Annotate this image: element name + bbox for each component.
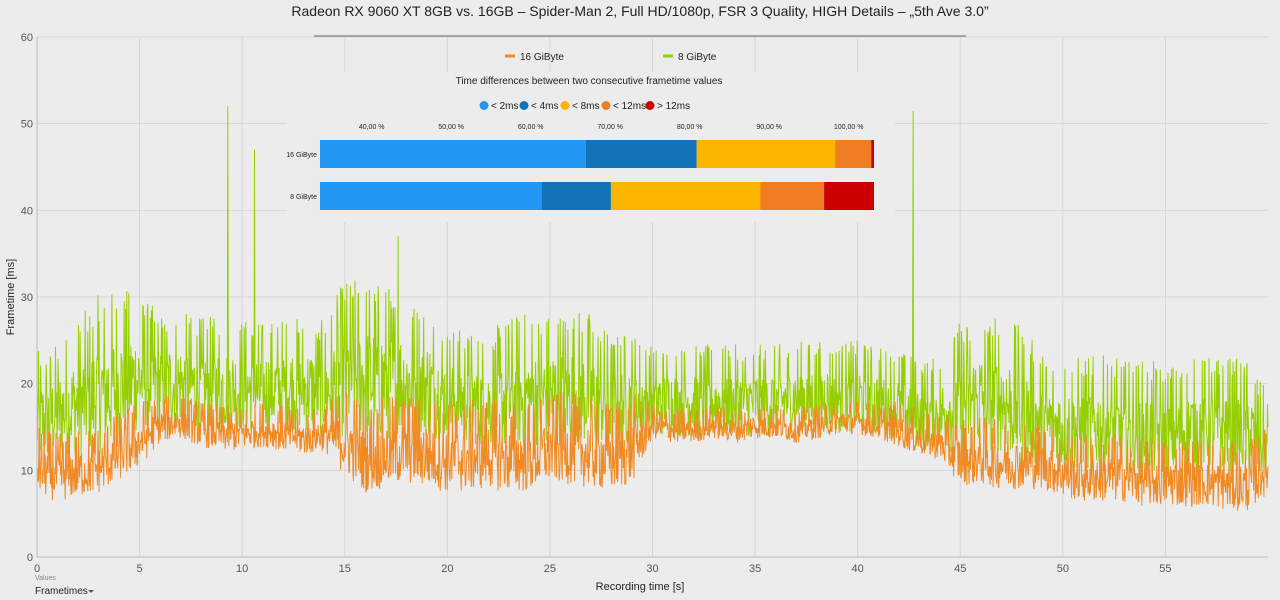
x-tick-label: 50 (1057, 563, 1069, 575)
inset-x-tick-label: 40,00 % (359, 124, 385, 131)
x-tick-label: 5 (137, 563, 143, 575)
axes: 0 10 20 30 40 50 60 0 5 10 15 20 25 30 35 40 45 50 55 Radeo… (5, 3, 1268, 593)
x-tick-label: 45 (954, 563, 966, 575)
series-line-16gb (36, 392, 1269, 511)
inset-bar-segment (696, 140, 836, 168)
inset-x-tick-label: 80,00 % (677, 124, 703, 131)
inset-bar-segment (871, 140, 874, 168)
inset-title: Time differences between two consecutive… (456, 76, 723, 87)
inset-legend-label: > 12ms (657, 101, 690, 112)
y-tick-label: 50 (21, 119, 33, 131)
x-tick-label: 30 (646, 563, 658, 575)
inset-legend-item: < 2ms (479, 101, 519, 112)
y-tick-label: 60 (21, 32, 33, 44)
y-axis-title: Frametime [ms] (5, 259, 17, 335)
x-tick-label: 20 (441, 563, 453, 575)
delta-inset-chart: Time differences between two consecutive… (286, 72, 895, 222)
series-line-8gb (36, 106, 1269, 479)
metric-dropdown[interactable]: Frametimes (35, 586, 94, 597)
inset-legend-swatch (479, 101, 489, 110)
y-tick-label: 0 (27, 552, 33, 564)
inset-legend-label: < 8ms (572, 101, 600, 112)
legend-label: 16 GiByte (520, 52, 564, 63)
inset-legend-label: < 2ms (491, 101, 519, 112)
x-tick-label: 40 (852, 563, 864, 575)
inset-legend-item: < 12ms (601, 101, 646, 112)
inset-bar-segment (760, 182, 825, 210)
inset-category-label: 8 GiByte (290, 194, 317, 201)
x-tick-label: 25 (544, 563, 556, 575)
inset-legend-label: < 4ms (531, 101, 559, 112)
inset-legend-swatch (645, 101, 655, 110)
x-axis-title: Recording time [s] (596, 581, 685, 593)
legend-item-16gb[interactable]: 16 GiByte (505, 52, 564, 63)
inset-bar-segment (320, 140, 586, 168)
inset-bar-segment (824, 182, 874, 210)
y-tick-label: 40 (21, 205, 33, 217)
values-caption: Values (35, 575, 56, 582)
legend-label: 8 GiByte (678, 52, 717, 63)
inset-x-tick-label: 50,00 % (438, 124, 464, 131)
inset-bar-segment (835, 140, 872, 168)
caret-down-icon[interactable] (88, 590, 94, 593)
inset-bar-segment (585, 140, 697, 168)
y-tick-label: 30 (21, 292, 33, 304)
main-legend[interactable]: 16 GiByte 8 GiByte (505, 52, 717, 63)
inset-legend-item: < 4ms (519, 101, 559, 112)
inset-x-tick-label: 100,00 % (834, 124, 864, 131)
x-tick-label: 35 (749, 563, 761, 575)
inset-legend-label: < 12ms (613, 101, 646, 112)
chart-title: Radeon RX 9060 XT 8GB vs. 16GB – Spider-… (291, 3, 989, 19)
y-tick-label: 10 (21, 465, 33, 477)
metric-dropdown-label: Frametimes (35, 586, 88, 597)
legend-item-8gb[interactable]: 8 GiByte (663, 52, 717, 63)
inset-legend-swatch (601, 101, 611, 110)
inset-legend-item: > 12ms (645, 101, 690, 112)
inset-category-label: 16 GiByte (286, 152, 317, 159)
inset-x-tick-label: 70,00 % (597, 124, 623, 131)
series-lines (36, 106, 1269, 511)
x-tick-label: 55 (1159, 563, 1171, 575)
x-tick-label: 15 (339, 563, 351, 575)
inset-legend-swatch (560, 101, 570, 110)
inset-bar-segment (320, 182, 542, 210)
chart-controls: Values Frametimes (35, 575, 94, 597)
inset-x-tick-label: 60,00 % (518, 124, 544, 131)
inset-bar-segment (541, 182, 611, 210)
inset-legend-swatch (519, 101, 529, 110)
inset-bar-segment (610, 182, 761, 210)
inset-x-tick-label: 90,00 % (756, 124, 782, 131)
x-tick-label: 10 (236, 563, 248, 575)
y-tick-label: 20 (21, 379, 33, 391)
x-tick-label: 0 (34, 563, 40, 575)
inset-legend-item: < 8ms (560, 101, 600, 112)
